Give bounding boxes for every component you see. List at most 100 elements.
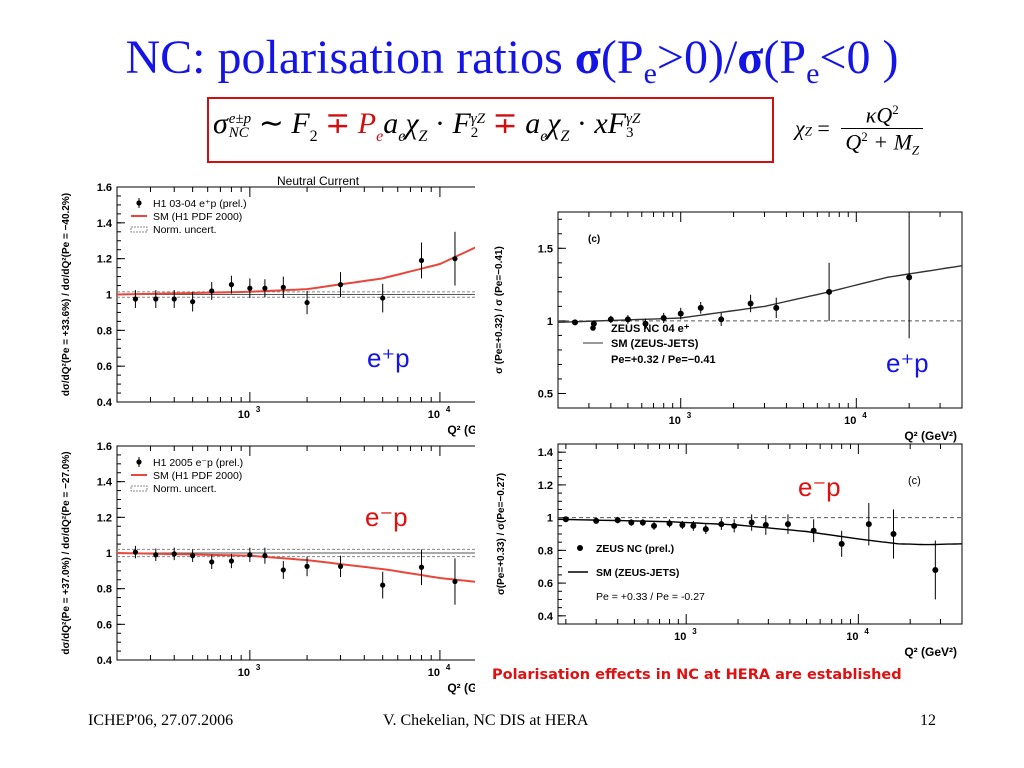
data-point xyxy=(748,519,755,526)
x-tick-label: 10 xyxy=(844,415,856,427)
f-ae2-sub: e xyxy=(540,128,548,145)
process-label: e⁺p xyxy=(886,348,929,378)
data-point xyxy=(628,519,635,526)
data-point xyxy=(380,295,386,301)
x-axis-label: Q² (GeV²) xyxy=(904,645,957,659)
y-tick-label: 1 xyxy=(547,316,553,328)
data-point xyxy=(639,519,646,526)
data-point xyxy=(624,316,631,323)
title-sub: e xyxy=(643,57,657,90)
legend-entry-pol: Pe=+0.32 / Pe=−0.41 xyxy=(611,354,716,366)
legend-marker-norm xyxy=(130,485,148,492)
data-point xyxy=(171,296,177,302)
chi-num-sq: 2 xyxy=(892,102,899,117)
data-point xyxy=(810,527,817,534)
legend-entry-data: H1 2005 e⁻p (prel.) xyxy=(153,457,243,469)
data-point xyxy=(932,567,939,573)
x-axis-label: Q² (GeV²) xyxy=(447,423,475,437)
data-point xyxy=(132,296,139,302)
chart-title: Neutral Current xyxy=(277,174,360,188)
legend-entry-sm: SM (ZEUS-JETS) xyxy=(596,567,679,579)
data-point xyxy=(747,300,754,307)
data-point xyxy=(247,285,253,291)
legend-entry-sm: SM (H1 PDF 2000) xyxy=(153,470,242,482)
data-point xyxy=(718,521,725,528)
f-three: 3 xyxy=(626,125,634,142)
chi-num-text: κQ xyxy=(865,102,893,128)
f-mp2: ∓ xyxy=(485,107,526,140)
chart-zeus-eminus: 0.4 0.6 0.8 1 1.2 1.4 10 3 10 4 Q² (GeV²) σ(Pe=+0.3… xyxy=(480,436,980,665)
y-tick-label: 0.6 xyxy=(97,361,112,373)
data-point xyxy=(666,520,673,527)
y-tick-label: 1 xyxy=(106,290,112,302)
plot-frame xyxy=(557,211,963,409)
data-point xyxy=(280,567,286,573)
chart-h1-eminus: 0.4 0.6 0.8 1 1.2 1.4 1.6 10 3 10 4 Q² (GeV²) dσ/dQ²… xyxy=(55,438,521,705)
chart-h1-eplus-svg: 0.4 0.6 0.8 1 1.2 1.4 1.6 10 3 10 4 Q² (GeV²) dσ/dQ²… xyxy=(61,174,521,437)
f-mp: ∓ xyxy=(317,107,358,140)
y-tick-label: 0.4 xyxy=(97,397,113,409)
title-sigma: σ xyxy=(737,31,764,84)
data-point xyxy=(380,582,386,588)
x-tick-exponent: 3 xyxy=(256,405,261,414)
chi-lhs-sub: Z xyxy=(804,123,812,139)
data-point xyxy=(418,564,425,570)
legend-marker-norm xyxy=(130,226,148,233)
y-tick-label: 0.8 xyxy=(97,325,112,337)
y-tick-label: 1.2 xyxy=(97,512,112,524)
y-axis-label: dσ/dQ²(Pe = +37.0%) / dσ/dQ²(Pe = −27.0%… xyxy=(61,451,72,654)
data-point xyxy=(607,316,614,323)
f-sub: NC xyxy=(228,125,249,142)
data-point xyxy=(190,553,196,559)
data-point xyxy=(718,316,725,323)
panel-tag: (c) xyxy=(908,475,921,487)
data-point xyxy=(337,563,344,569)
y-tick-label: 1.4 xyxy=(538,447,554,459)
y-tick-label: 0.6 xyxy=(538,578,553,590)
chart-zeus-eplus-svg: 0.5 1 1.5 10 3 10 4 Q² (GeV²) σ (Pe=+0.32) / σ (… xyxy=(494,211,963,443)
x-tick-label: 10 xyxy=(238,667,250,679)
data-point xyxy=(702,526,709,533)
x-tick-label: 10 xyxy=(846,631,858,643)
data-point xyxy=(731,522,738,529)
f-approx: ∼ xyxy=(251,107,292,140)
f-xF: xF xyxy=(594,107,627,140)
data-point xyxy=(153,296,159,302)
f-supsub: e±p NC xyxy=(228,111,252,142)
legend-entry-data: ZEUS NC 04 e⁺ xyxy=(611,323,690,335)
data-point xyxy=(572,319,579,326)
sm-curve xyxy=(557,518,963,546)
legend-entry-pol: Pe = +0.33 / Pe = -0.27 xyxy=(596,591,705,603)
y-tick-label: 0.4 xyxy=(538,611,554,623)
data-point xyxy=(452,256,458,262)
legend-entry-norm: Norm. uncert. xyxy=(153,483,217,495)
data-point xyxy=(614,517,621,524)
footer-author: V. Chekelian, NC DIS at HERA xyxy=(383,712,589,729)
data-point xyxy=(660,314,667,321)
x-tick-label: 10 xyxy=(428,667,440,679)
y-tick-label: 1 xyxy=(547,513,553,525)
slide-title: NC: polarisation ratios σ(Pe>0)/σ(Pe<0 ) xyxy=(0,30,1024,91)
f-sup: e±p xyxy=(228,111,252,128)
f-a: a xyxy=(383,107,399,140)
chi-den-sq: 2 xyxy=(861,129,868,145)
f-dot2: · xyxy=(569,107,595,140)
chi-lhs: χ xyxy=(795,115,805,141)
data-point xyxy=(228,282,235,288)
chi-z-definition: χZ = κQ2 Q2 + MZ xyxy=(795,102,924,159)
title-part: (P xyxy=(763,31,807,84)
data-point xyxy=(337,282,344,288)
title-part: >0)/ xyxy=(656,31,738,84)
footer-date: ICHEP'06, 27.07.2006 xyxy=(88,712,234,729)
x-tick-label: 10 xyxy=(428,409,440,421)
x-tick-label: 10 xyxy=(238,409,250,421)
data-point xyxy=(190,299,196,305)
title-part: (P xyxy=(600,31,644,84)
y-tick-label: 0.8 xyxy=(97,584,112,596)
f-F2: F xyxy=(452,107,471,140)
process-label: e⁺p xyxy=(367,343,410,373)
f-sigma: σ xyxy=(213,107,228,140)
process-label: e⁻p xyxy=(365,502,408,532)
sm-curve xyxy=(116,232,506,296)
f-chi: χ xyxy=(405,107,419,140)
